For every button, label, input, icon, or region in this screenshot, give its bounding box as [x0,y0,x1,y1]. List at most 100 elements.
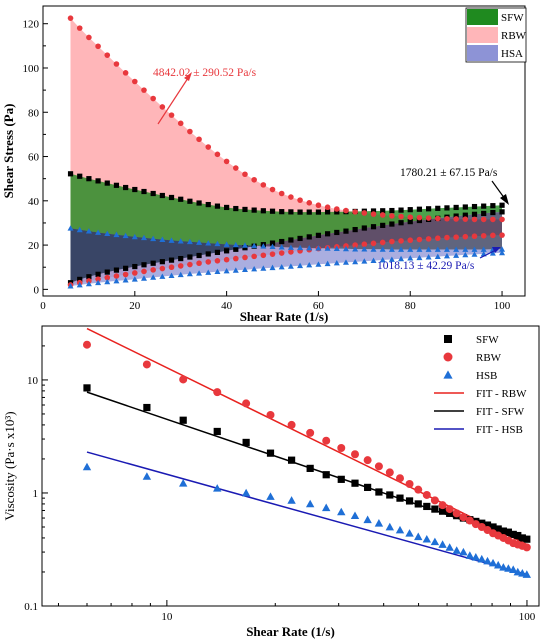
marker-rbw-lower [223,256,230,263]
marker-hsa-upper [95,229,102,235]
marker-sfw-lower [389,221,395,227]
marker-hsa-lower [232,267,239,273]
marker-rbw-upper [223,158,230,165]
marker-rbw-upper [444,215,450,222]
marker-hsb [395,525,405,534]
marker-hsa-upper [324,245,331,251]
marker-hsa-upper [232,241,239,248]
marker-sfw-lower [370,224,377,230]
marker-hsa-upper [462,246,469,252]
marker-hsb [430,537,440,546]
marker-rbw-upper [499,216,505,223]
marker-sfw-lower [150,260,156,266]
marker-sfw-lower [334,229,340,236]
marker-hsa-lower [342,259,349,265]
marker-sfw-lower [86,274,92,280]
marker-sfw-upper [214,203,221,209]
marker-hsa-lower [140,275,147,281]
shear-stress-y-axis-title: Shear Stress (Pa) [1,104,16,199]
marker-rbw-upper [122,70,129,76]
marker-rbw-lower [462,233,469,240]
marker-sfw-lower [490,209,496,216]
marker-sfw-upper [481,203,487,209]
marker-sfw [494,525,502,533]
x-tick-label: 10 [161,611,173,623]
marker-rbw-lower [177,263,184,269]
marker-rbw [179,375,188,384]
marker-rbw-upper [205,144,212,150]
marker-sfw-upper [453,204,459,211]
marker-rbw-upper [278,190,285,197]
marker-hsb [322,503,331,512]
marker-rbw-upper [379,212,386,218]
marker-hsb [414,532,423,541]
marker-rbw-upper [434,215,441,222]
marker-hsa-upper [361,246,368,252]
marker-rbw [471,520,480,529]
x-tick-label: 80 [405,300,417,312]
marker-hsa-upper [196,239,203,245]
marker-sfw-upper [297,209,303,215]
marker-sfw-lower [168,257,175,263]
marker-hsa-upper [67,225,74,231]
marker-hsa-upper [443,246,450,252]
marker-sfw-upper [159,192,165,199]
y-tick-label: 100 [23,63,40,75]
marker-sfw-lower [416,217,423,224]
annotation-rbw-arrowhead [184,72,192,81]
legend-label-hsa: HSA [501,48,523,60]
marker-rbw-upper [150,95,156,102]
marker-sfw-upper [279,209,285,215]
marker-sfw-upper [315,209,322,215]
legend-label: FIT - RBW [476,388,527,400]
marker-sfw-lower [224,248,230,254]
marker-hsa-upper [453,246,460,252]
shear-stress-plot-frame [42,5,526,297]
legend-marker-rbw [443,352,453,362]
marker-sfw-upper [334,209,340,215]
marker-hsa-lower [269,264,276,271]
marker-sfw-lower [407,219,413,225]
marker-rbw [422,490,431,499]
x-tick-label: 40 [221,300,233,312]
marker-rbw-upper [324,204,331,211]
marker-rbw [242,399,251,408]
marker-rbw-lower [370,240,377,247]
marker-rbw-upper [251,176,257,183]
marker-hsa-lower [223,267,230,274]
marker-sfw-lower [132,263,138,270]
marker-rbw-lower [434,235,441,242]
marker-sfw-lower [233,246,239,252]
marker-sfw [322,471,330,479]
marker-hsa-upper [499,246,506,252]
marker-sfw-upper [398,207,404,213]
marker-sfw [414,500,422,508]
marker-rbw-upper [67,15,74,21]
marker-hsa-upper [104,230,111,236]
marker-sfw [509,530,517,538]
marker-sfw-lower [352,226,358,233]
marker-rbw-lower [499,232,505,238]
marker-sfw [337,475,345,483]
marker-sfw [351,479,359,487]
marker-sfw [242,438,250,447]
marker-hsb [513,567,522,576]
marker-hsb [438,540,447,548]
marker-sfw-upper [67,171,74,177]
marker-sfw-upper [123,184,129,191]
marker-hsa-upper [177,238,184,244]
marker-rbw-upper [86,34,92,41]
marker-hsa-upper [76,226,83,233]
marker-rbw [522,543,531,552]
marker-hsa-lower [352,258,359,265]
marker-hsa-upper [342,245,349,252]
marker-sfw [438,507,447,515]
marker-rbw-upper [113,61,120,67]
marker-hsa-lower [76,281,83,288]
legend-label-rbw: RBW [501,30,527,42]
marker-sfw [83,384,91,392]
marker-sfw [523,535,531,543]
marker-hsa-upper [205,240,212,246]
marker-rbw [213,388,222,397]
marker-rbw [82,340,91,349]
